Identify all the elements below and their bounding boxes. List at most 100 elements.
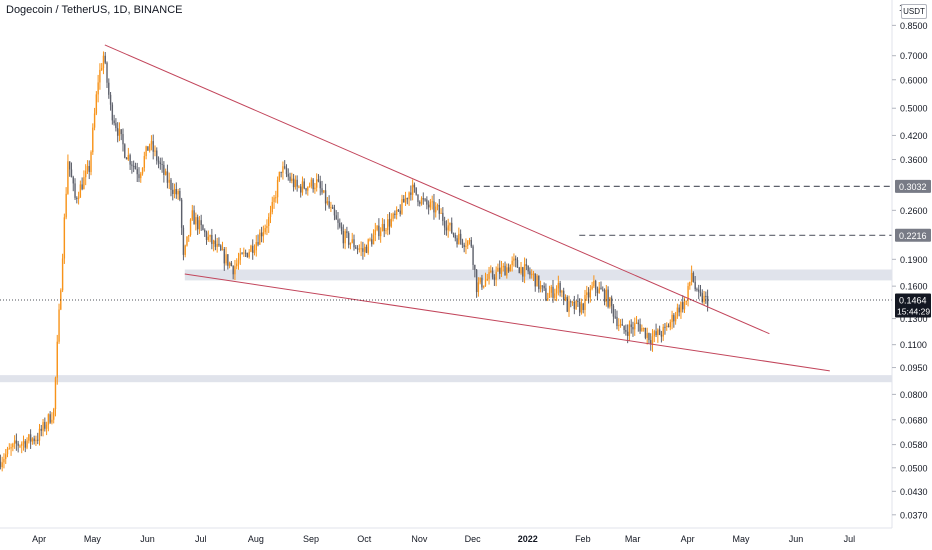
time-tick-label: Oct xyxy=(357,534,372,544)
candle-body xyxy=(164,171,167,175)
time-tick-label: Jun xyxy=(140,534,155,544)
candle-body xyxy=(186,236,188,246)
candle-body xyxy=(15,440,18,444)
candle-body xyxy=(298,186,300,188)
candle-body xyxy=(68,161,71,170)
candle-body xyxy=(86,165,89,171)
candle-body xyxy=(143,156,146,168)
candle-body xyxy=(379,231,382,237)
candle-body xyxy=(161,164,163,166)
candle-body xyxy=(97,82,99,95)
candle-body xyxy=(479,277,481,283)
candle-body xyxy=(269,212,272,218)
candle-body xyxy=(545,288,547,301)
candle-body xyxy=(326,201,329,204)
candle-body xyxy=(33,438,35,442)
candle-body xyxy=(29,434,32,442)
candle-body xyxy=(63,217,66,259)
candle-body xyxy=(477,282,480,293)
candle-body xyxy=(650,340,652,345)
time-tick-label: Feb xyxy=(575,534,591,544)
time-tick-label: 2022 xyxy=(518,534,538,544)
candle-body xyxy=(610,297,613,306)
candle-body xyxy=(525,264,528,266)
candle-body xyxy=(571,301,574,303)
candle-body xyxy=(399,210,401,214)
candle-body xyxy=(228,262,231,266)
candle-body xyxy=(518,267,520,274)
candle-body xyxy=(443,221,446,228)
candle-body xyxy=(662,326,664,337)
candle-body xyxy=(168,179,170,183)
candle-body xyxy=(683,301,686,310)
support-zone xyxy=(0,375,892,383)
candle-body xyxy=(605,289,608,302)
candle-body xyxy=(317,179,320,182)
candle-body xyxy=(37,439,39,441)
candle-body xyxy=(310,179,313,187)
candle-body xyxy=(559,282,561,293)
candle-body xyxy=(344,231,346,244)
candle-body xyxy=(596,289,599,294)
candle-body xyxy=(292,178,295,188)
candle-body xyxy=(438,204,440,214)
candle-body xyxy=(250,245,252,252)
candle-body xyxy=(417,194,419,203)
candle-body xyxy=(104,55,106,63)
candle-body xyxy=(468,240,471,242)
candle-body xyxy=(403,198,405,203)
candle-body xyxy=(243,252,245,254)
last-price-text: 0.1464 xyxy=(899,296,927,306)
candle-body xyxy=(266,226,268,229)
candle-body xyxy=(372,235,375,245)
candle-body xyxy=(374,229,377,236)
candle-body xyxy=(527,265,529,272)
candle-body xyxy=(454,235,456,239)
candle-body xyxy=(132,165,135,167)
candle-body xyxy=(639,324,641,332)
candle-body xyxy=(296,179,298,187)
candle-body xyxy=(360,248,362,250)
candle-body xyxy=(358,248,361,250)
candle-body xyxy=(257,242,259,245)
candle-body xyxy=(198,220,201,230)
drawings[interactable] xyxy=(0,44,892,372)
candle-body xyxy=(442,212,444,222)
candle-body xyxy=(147,146,149,151)
candle-body xyxy=(513,258,515,261)
candle-body xyxy=(529,271,531,275)
candle-body xyxy=(5,454,7,459)
candle-body xyxy=(273,197,275,202)
candle-body xyxy=(676,307,679,317)
candle-body xyxy=(35,439,37,442)
candle-body xyxy=(211,235,213,245)
candle-body xyxy=(465,245,467,247)
candle-body xyxy=(49,414,51,423)
time-tick-label: Jul xyxy=(195,534,207,544)
candle-body xyxy=(475,269,478,293)
candle-body xyxy=(109,94,112,105)
candle-body xyxy=(196,217,199,230)
time-tick-label: Jul xyxy=(844,534,856,544)
candle-body xyxy=(100,67,103,70)
candle-body xyxy=(252,245,254,253)
candle-body xyxy=(383,223,385,232)
candle-body xyxy=(305,188,307,191)
candle-body xyxy=(67,161,69,194)
candle-body xyxy=(239,253,241,261)
candle-body xyxy=(637,322,640,325)
candle-body xyxy=(502,265,504,268)
candle-body xyxy=(580,303,583,313)
candle-body xyxy=(120,129,122,135)
candle-body xyxy=(600,287,602,290)
candle-body xyxy=(388,219,391,227)
currency-button[interactable]: USDT xyxy=(901,4,927,19)
candle-body xyxy=(641,328,643,332)
price-tick-label: 0.0500 xyxy=(900,463,928,473)
candle-body xyxy=(449,222,451,226)
candle-body xyxy=(626,331,629,336)
candle-body xyxy=(562,290,565,301)
candle-body xyxy=(568,301,570,312)
candle-body xyxy=(390,218,393,227)
